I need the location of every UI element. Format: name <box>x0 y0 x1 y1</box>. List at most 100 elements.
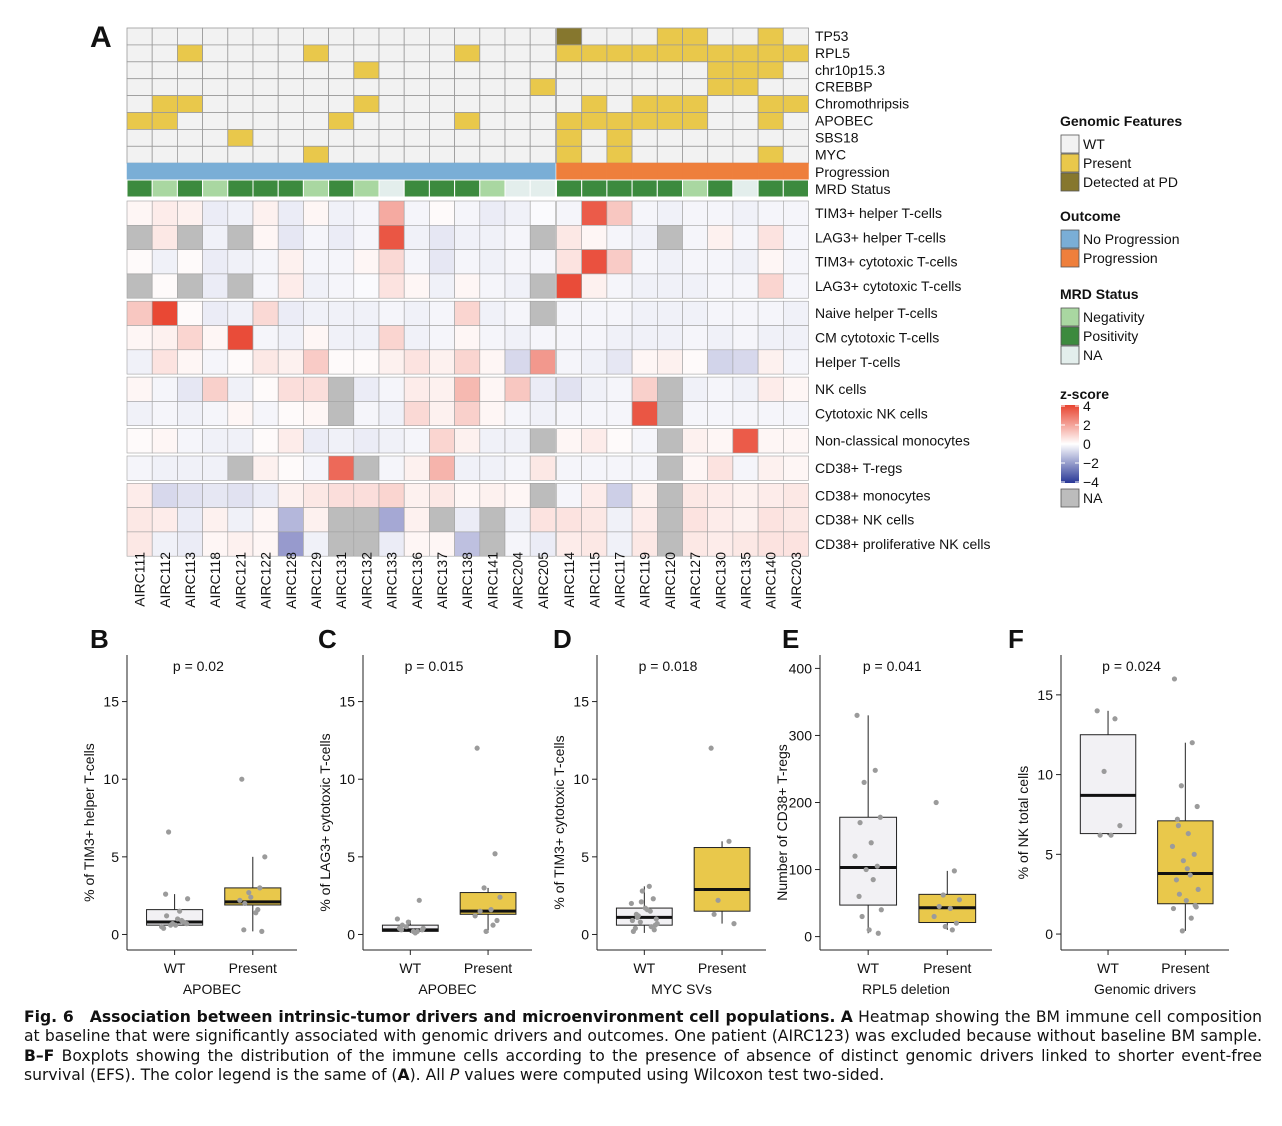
sample-label: AIRC141 <box>484 552 500 609</box>
genomic-cell <box>504 95 531 113</box>
genomic-cell <box>277 112 304 130</box>
panel-label-c: C <box>318 624 337 654</box>
immune-cell <box>606 225 633 250</box>
immune-cell <box>353 273 380 299</box>
immune-cell <box>403 455 430 481</box>
immune-row-label: LAG3+ cytotoxic T-cells <box>815 278 961 294</box>
y-tick-label: 5 <box>1045 846 1053 862</box>
immune-cell <box>606 455 633 481</box>
legend-zscore-title: z-score <box>1060 386 1109 402</box>
immune-cell <box>732 225 759 250</box>
genomic-cell <box>732 78 759 96</box>
mrd-cell <box>302 179 330 198</box>
immune-cell <box>126 273 153 299</box>
immune-cell <box>757 300 784 326</box>
genomic-cell <box>378 128 405 147</box>
data-point <box>638 899 644 905</box>
genomic-cell <box>126 112 153 130</box>
immune-cell <box>707 273 734 299</box>
genomic-cell <box>757 78 784 96</box>
genomic-cell <box>656 61 683 80</box>
immune-cell <box>303 249 329 275</box>
immune-cell <box>303 225 329 250</box>
sample-label: AIRC118 <box>207 552 223 608</box>
outcome-cell <box>454 162 481 181</box>
immune-cell <box>454 507 481 533</box>
caption-title: Association between intrinsic-tumor driv… <box>89 1008 836 1026</box>
genomic-cell <box>353 112 380 130</box>
immune-cell <box>606 349 633 375</box>
immune-cell <box>328 200 355 226</box>
immune-cell <box>682 225 709 250</box>
y-tick-label: 5 <box>111 849 119 865</box>
genomic-cell <box>656 112 683 130</box>
immune-cell <box>177 200 203 226</box>
immune-cell <box>782 401 809 426</box>
data-point <box>956 897 963 903</box>
immune-cell <box>303 376 329 402</box>
genomic-cell <box>707 78 734 96</box>
genomic-cell <box>328 95 355 113</box>
genomic-cell <box>252 95 279 113</box>
outcome-cell <box>227 162 254 181</box>
legend-genomic-title: Genomic Features <box>1060 113 1182 129</box>
genomic-cell <box>732 128 759 147</box>
immune-cell <box>682 349 709 375</box>
genomic-cell <box>479 128 506 147</box>
immune-cell <box>529 455 556 481</box>
immune-cell <box>556 482 583 508</box>
genomic-cell <box>656 44 683 63</box>
immune-cell <box>631 273 658 299</box>
immune-cell <box>529 376 556 402</box>
immune-cell <box>252 507 279 533</box>
x-tick-label: WT <box>399 960 421 976</box>
immune-cell <box>202 507 229 533</box>
immune-cell <box>656 225 683 250</box>
immune-cell <box>732 401 759 426</box>
data-point <box>1187 872 1193 878</box>
mrd-cell <box>277 179 304 198</box>
immune-cell <box>126 225 153 250</box>
genomic-cell <box>504 61 531 80</box>
data-point <box>1108 832 1114 838</box>
genomic-row-label: TP53 <box>815 28 849 44</box>
data-point <box>878 907 884 913</box>
immune-cell <box>303 300 329 326</box>
genomic-cell <box>556 95 583 113</box>
mrd-cell <box>682 179 709 198</box>
immune-cell <box>656 482 683 508</box>
data-point <box>1195 886 1201 893</box>
outcome-cell <box>126 162 153 181</box>
y-tick-label: 200 <box>789 795 813 811</box>
y-tick-label: 10 <box>573 771 589 787</box>
x-axis-label: APOBEC <box>418 981 476 997</box>
immune-cell <box>656 455 683 481</box>
box <box>1079 734 1137 835</box>
genomic-cell <box>707 44 734 63</box>
genomic-cell <box>782 27 809 46</box>
immune-cell <box>732 507 759 533</box>
genomic-cell <box>529 112 556 130</box>
immune-cell <box>556 376 583 402</box>
genomic-row-label: APOBEC <box>815 113 873 129</box>
immune-cell <box>782 428 809 454</box>
legend-outcome-item-label: No Progression <box>1083 231 1180 247</box>
genomic-cell <box>126 95 153 113</box>
immune-cell <box>707 200 734 226</box>
immune-cell <box>429 455 455 481</box>
data-point <box>163 891 169 897</box>
immune-cell <box>277 325 304 351</box>
mrd-cell <box>757 179 784 198</box>
genomic-cell <box>328 145 355 164</box>
data-point <box>863 866 869 873</box>
genomic-cell <box>328 112 355 130</box>
genomic-cell <box>504 145 531 164</box>
box <box>1157 820 1214 905</box>
data-point <box>852 853 858 859</box>
data-point <box>257 885 263 891</box>
genomic-cell <box>328 128 355 147</box>
immune-cell <box>227 325 254 351</box>
immune-cell <box>227 455 254 481</box>
genomic-cell <box>707 128 734 147</box>
genomic-cell <box>302 128 329 147</box>
